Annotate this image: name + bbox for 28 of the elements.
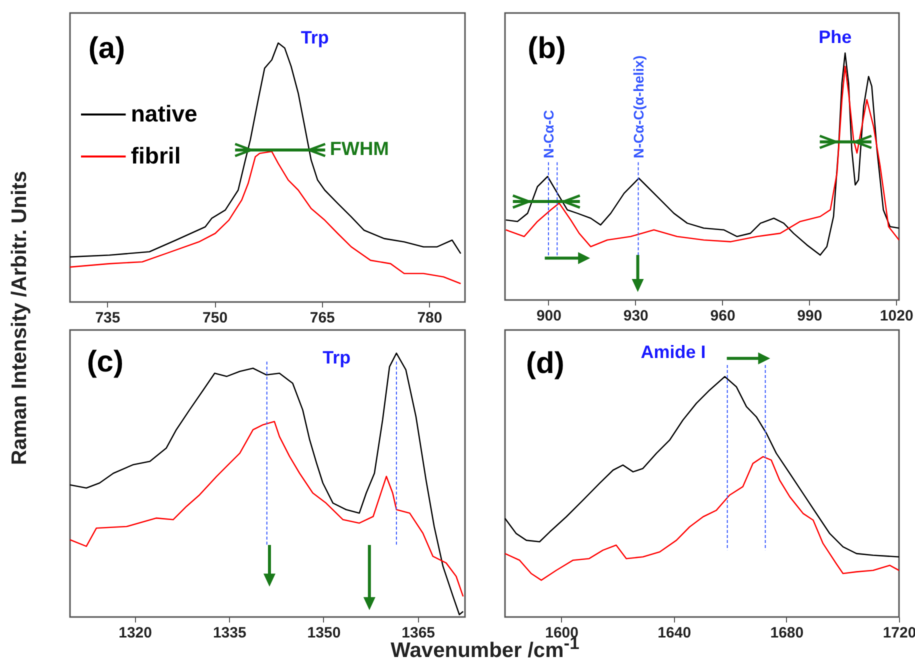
text: Phe [818, 26, 852, 47]
x-tick-label: 960 [710, 308, 736, 324]
legend-label: fibril [130, 142, 181, 169]
x-tick-label: 990 [797, 308, 822, 324]
annotation: (c) [86, 345, 124, 378]
x-tick-label: 750 [202, 310, 228, 326]
annotation: (b) [528, 32, 566, 65]
x-tick-label: 1320 [118, 624, 152, 642]
x-tick-label: 930 [623, 308, 648, 324]
y-axis-title: Raman Intensity /Arbitr. Units [8, 170, 32, 466]
x-tick-label: 900 [536, 308, 562, 324]
annotation: (a) [88, 32, 126, 65]
x-tick-label: 1350 [307, 624, 341, 642]
legend-label: native [130, 100, 198, 127]
x-tick-label: 1680 [770, 624, 804, 642]
x-tick-label: 780 [417, 310, 442, 326]
annotation: (d) [526, 346, 564, 380]
annotation: Trp [300, 27, 329, 48]
ref-line-label: N-Cα-C(α-helix) [630, 55, 646, 158]
x-tick-label: 1020 [880, 308, 914, 324]
text: Amide I [640, 342, 706, 362]
x-tick-label: 1335 [212, 624, 246, 642]
annotation: FWHM [330, 139, 390, 160]
annotation: Trp [322, 347, 351, 368]
ref-line-label: N-Cα-C [540, 110, 556, 158]
x-tick-label: 765 [310, 310, 335, 326]
x-tick-label: 1640 [658, 624, 692, 642]
x-tick-label: 735 [95, 310, 120, 326]
